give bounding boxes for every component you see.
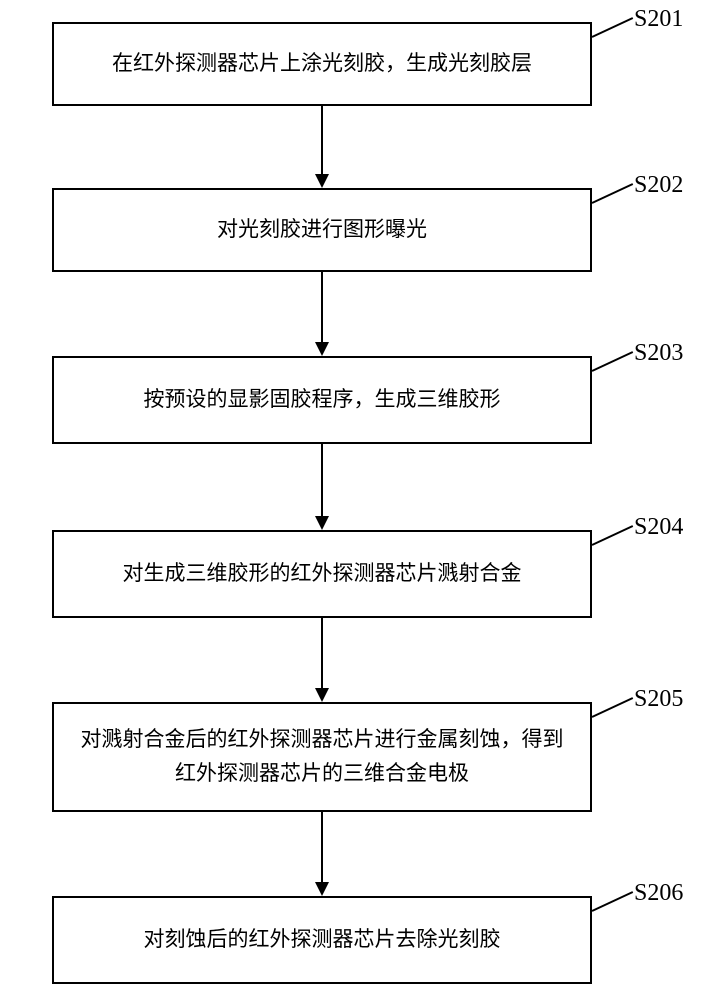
arrow-s205-s206 xyxy=(52,0,592,1000)
leader-line-s201 xyxy=(592,17,634,38)
leader-line-s202 xyxy=(592,183,634,204)
step-box-s206: 对刻蚀后的红外探测器芯片去除光刻胶 xyxy=(52,896,592,984)
step-label-s206: S206 xyxy=(634,880,683,907)
leader-line-s204 xyxy=(592,525,634,546)
step-label-s205: S205 xyxy=(634,686,683,713)
leader-line-s206 xyxy=(592,891,634,912)
step-label-s204: S204 xyxy=(634,514,683,541)
flowchart-canvas: 在红外探测器芯片上涂光刻胶，生成光刻胶层 S201 对光刻胶进行图形曝光 S20… xyxy=(0,0,702,1000)
step-label-s202: S202 xyxy=(634,172,683,199)
step-label-s203: S203 xyxy=(634,340,683,367)
leader-line-s203 xyxy=(592,351,634,372)
step-label-s201: S201 xyxy=(634,6,683,33)
step-text: 对刻蚀后的红外探测器芯片去除光刻胶 xyxy=(144,923,501,957)
leader-line-s205 xyxy=(592,697,634,718)
